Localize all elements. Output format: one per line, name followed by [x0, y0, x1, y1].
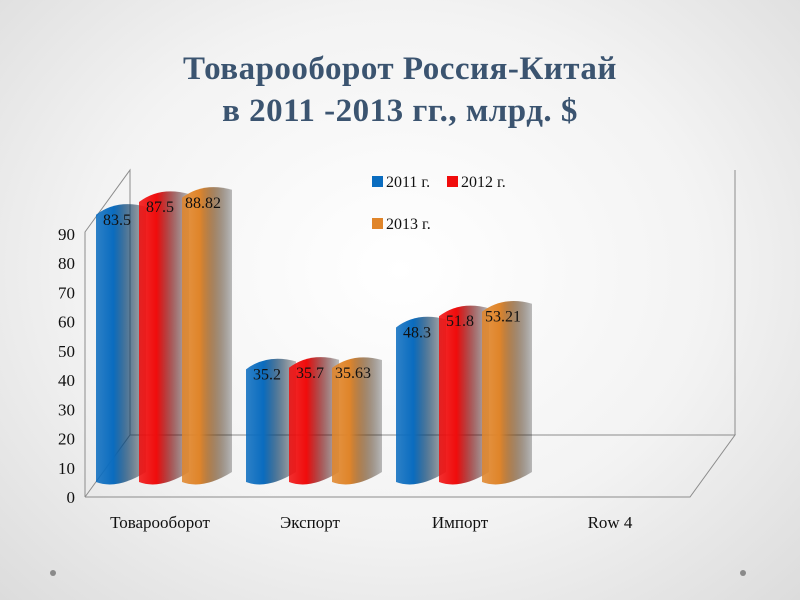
title-line-1: Товарооборот Россия-Китай	[183, 51, 617, 87]
data-label: 88.82	[185, 195, 221, 212]
slide-bullet-dot-right	[740, 570, 746, 576]
bar-1-2	[439, 305, 489, 485]
bar-1-1	[289, 357, 339, 485]
y-tick-label: 90	[58, 225, 75, 244]
legend-swatch	[372, 218, 383, 229]
bar-0-0	[96, 204, 146, 485]
data-label: 83.5	[103, 212, 131, 229]
legend-swatch	[447, 176, 458, 187]
data-label: 48.3	[403, 324, 431, 341]
y-tick-label: 30	[58, 400, 75, 419]
bar-2-2	[482, 301, 532, 485]
legend-label: 2013 г.	[386, 216, 431, 233]
slide-title: Товарооборот Россия-Китай в 2011 -2013 г…	[0, 48, 800, 132]
y-tick-label: 60	[58, 313, 75, 332]
data-label: 51.8	[446, 313, 474, 330]
bar-0-1	[246, 358, 296, 485]
y-tick-label: 70	[58, 283, 75, 302]
y-tick-label: 80	[58, 254, 75, 273]
data-label: 35.63	[335, 365, 371, 382]
bar-2-1	[332, 357, 382, 485]
bar-2-0	[182, 187, 232, 485]
data-label: 53.21	[485, 309, 521, 326]
y-tick-label: 50	[58, 342, 75, 361]
bar-0-2	[396, 316, 446, 485]
data-label: 87.5	[146, 199, 174, 216]
x-tick-label: Row 4	[588, 513, 633, 532]
y-tick-label: 10	[58, 459, 75, 478]
legend-label: 2011 г.	[386, 174, 430, 191]
y-tick-label: 40	[58, 371, 75, 390]
y-tick-label: 0	[67, 488, 76, 507]
x-tick-label: Товарооборот	[110, 513, 210, 532]
bar-1-0	[139, 191, 189, 485]
legend-label: 2012 г.	[461, 174, 506, 191]
x-tick-label: Импорт	[432, 513, 489, 532]
y-tick-label: 20	[58, 430, 75, 449]
data-label: 35.7	[296, 365, 324, 382]
slide-bullet-dot-left	[50, 570, 56, 576]
x-tick-label: Экспорт	[280, 513, 340, 532]
title-line-2: в 2011 -2013 гг., млрд. $	[222, 93, 578, 129]
legend-swatch	[372, 176, 383, 187]
data-label: 35.2	[253, 366, 281, 383]
